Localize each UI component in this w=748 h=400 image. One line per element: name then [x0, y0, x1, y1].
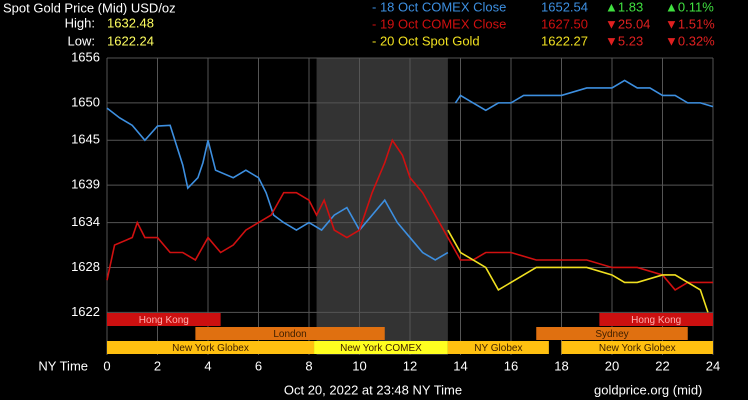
session-label: London: [273, 329, 306, 340]
high-label: High:: [65, 15, 95, 30]
low-value: 1622.24: [107, 33, 154, 48]
x-tick-label: 0: [103, 358, 110, 373]
x-tick-label: 12: [403, 358, 417, 373]
legend-change: ▼5.23: [605, 33, 643, 48]
x-tick-label: 2: [154, 358, 161, 373]
session-bar: [107, 313, 221, 326]
legend-change: ▼25.04: [605, 16, 650, 31]
session-label: Hong Kong: [631, 315, 681, 326]
footer: Oct 20, 2022 at 23:48 NY Time: [284, 382, 462, 397]
series-line: [447, 229, 709, 313]
session-bar: [195, 327, 385, 340]
x-tick-label: 24: [706, 358, 720, 373]
x-tick-label: 22: [655, 358, 669, 373]
session-label: New York Globex: [172, 343, 249, 354]
y-tick-label: 1656: [71, 49, 100, 64]
y-tick-label: 1639: [71, 177, 100, 192]
series-line: [106, 107, 449, 261]
source: goldprice.org (mid): [594, 382, 702, 397]
session-bar: [561, 341, 713, 354]
session-bar: [314, 341, 448, 354]
y-tick-label: 1634: [71, 214, 100, 229]
x-tick-label: 4: [204, 358, 211, 373]
legend-percent: ▲0.11%: [665, 0, 714, 14]
session-label: NY Globex: [474, 343, 522, 354]
y-tick-label: 1650: [71, 94, 100, 109]
legend-name: - 19 Oct COMEX Close: [372, 16, 506, 31]
session-bar: [107, 341, 315, 354]
high-value: 1632.48: [107, 15, 154, 30]
x-tick-label: 8: [305, 358, 312, 373]
session-bar: [447, 341, 549, 354]
y-tick-label: 1628: [71, 259, 100, 274]
legend-price: 1627.50: [541, 16, 588, 31]
chart-title: Spot Gold Price (Mid) USD/oz: [3, 0, 176, 15]
x-tick-label: 6: [255, 358, 262, 373]
x-tick-label: 10: [352, 358, 366, 373]
series-line: [454, 79, 714, 112]
legend-price: 1652.54: [541, 0, 588, 14]
x-tick-label: 20: [605, 358, 619, 373]
session-label: New York Globex: [599, 343, 676, 354]
x-tick-label: 16: [504, 358, 518, 373]
y-tick-label: 1622: [71, 304, 100, 319]
session-bar: [536, 327, 688, 340]
legend-percent: ▼0.32%: [665, 33, 715, 48]
legend-name: - 20 Oct Spot Gold: [372, 33, 480, 48]
legend-change: ▲1.83: [605, 0, 643, 14]
low-label: Low:: [68, 33, 95, 48]
session-label: Hong Kong: [139, 315, 189, 326]
x-tick-label: 18: [554, 358, 568, 373]
session-bar: [599, 313, 713, 326]
session-label: New York COMEX: [340, 343, 422, 354]
x-axis-label: NY Time: [38, 358, 88, 373]
series-line: [106, 138, 713, 291]
legend-name: - 18 Oct COMEX Close: [372, 0, 506, 14]
session-label: Sydney: [595, 329, 628, 340]
legend-percent: ▼1.51%: [665, 16, 715, 31]
x-tick-label: 14: [453, 358, 467, 373]
shade: [316, 58, 448, 355]
legend-price: 1622.27: [541, 33, 588, 48]
y-tick-label: 1645: [71, 132, 100, 147]
